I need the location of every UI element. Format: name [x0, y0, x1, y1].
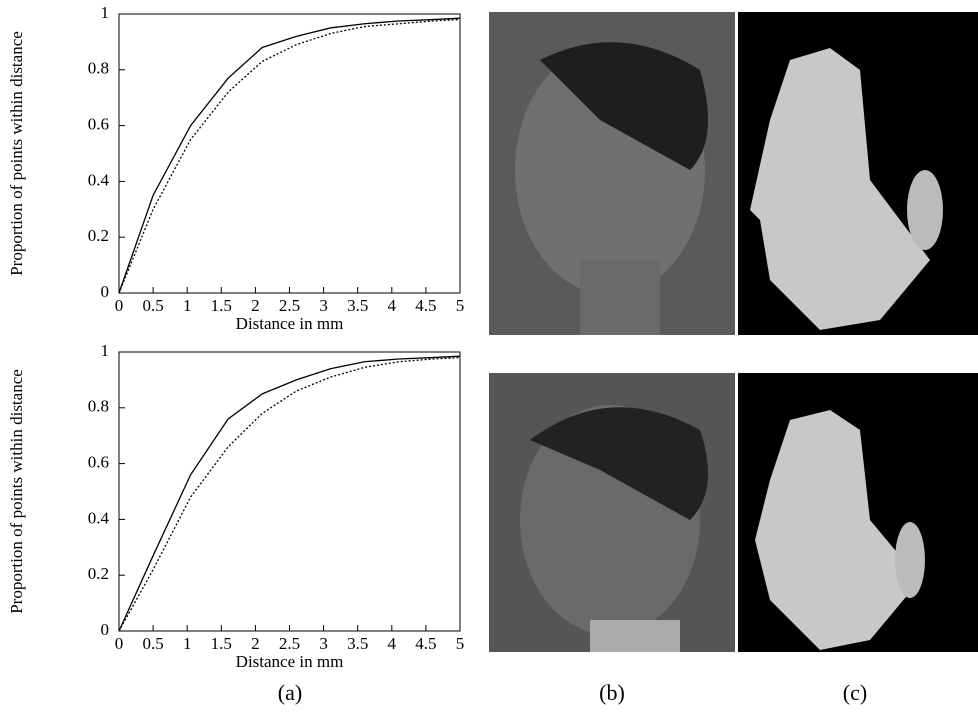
- caption: (b): [599, 680, 625, 705]
- y-tick-label: 0: [101, 282, 110, 301]
- data-line: [118, 18, 461, 294]
- x-tick-label: 1.5: [211, 296, 232, 315]
- plot-frame: [118, 13, 461, 294]
- x-tick-label: 2.5: [279, 296, 300, 315]
- x-tick-label: 3.5: [347, 296, 368, 315]
- plot-frame: [118, 351, 461, 632]
- y-tick-label: 1: [101, 341, 110, 360]
- y-tick-label: 1: [101, 3, 110, 22]
- photo-b-top: [489, 12, 735, 335]
- photo-b-bottom: [489, 373, 735, 652]
- x-axis-label: Distance in mm: [236, 652, 344, 671]
- x-tick-label: 0.5: [142, 296, 163, 315]
- x-tick-label: 4.5: [415, 634, 436, 653]
- x-tick-label: 3: [319, 296, 328, 315]
- x-tick-label: 4: [388, 634, 397, 653]
- y-tick-label: 0.2: [88, 226, 109, 245]
- x-tick-label: 1: [183, 296, 192, 315]
- y-tick-label: 0.4: [88, 170, 110, 189]
- y-tick-label: 0.6: [88, 453, 109, 472]
- y-axis-label: Proportion of points within distance: [7, 31, 26, 276]
- y-tick-label: 0.8: [88, 397, 109, 416]
- x-tick-label: 5: [456, 296, 465, 315]
- x-tick-label: 0: [115, 634, 124, 653]
- y-tick-label: 0.2: [88, 564, 109, 583]
- y-tick-label: 0.8: [88, 59, 109, 78]
- x-axis-label: Distance in mm: [236, 314, 344, 333]
- x-tick-label: 3: [319, 634, 328, 653]
- x-tick-label: 1: [183, 634, 192, 653]
- caption: (a): [278, 680, 302, 705]
- x-tick-label: 4.5: [415, 296, 436, 315]
- data-line: [118, 355, 461, 632]
- x-tick-label: 3.5: [347, 634, 368, 653]
- y-tick-label: 0: [101, 620, 110, 639]
- x-tick-label: 1.5: [211, 634, 232, 653]
- photo-c-bottom: [738, 373, 978, 652]
- data-line: [118, 356, 461, 632]
- y-axis-label: Proportion of points within distance: [7, 369, 26, 614]
- x-tick-label: 5: [456, 634, 465, 653]
- x-tick-label: 2.5: [279, 634, 300, 653]
- x-tick-label: 2: [251, 634, 260, 653]
- x-tick-label: 2: [251, 296, 260, 315]
- x-tick-label: 0: [115, 296, 124, 315]
- x-tick-label: 0.5: [142, 634, 163, 653]
- y-tick-label: 0.6: [88, 115, 109, 134]
- x-tick-label: 4: [388, 296, 397, 315]
- data-line: [118, 17, 461, 294]
- photo-c-top: [738, 12, 978, 335]
- caption: (c): [843, 680, 867, 705]
- y-tick-label: 0.4: [88, 508, 110, 527]
